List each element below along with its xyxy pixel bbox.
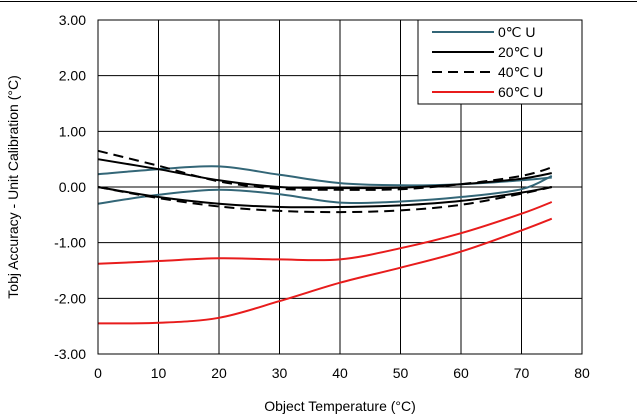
series-line-5 xyxy=(97,186,553,214)
legend: 0℃ U 20℃ U 40℃ U 60℃ U xyxy=(417,19,583,105)
y-tick-label: 2.00 xyxy=(59,68,86,84)
series-line-0 xyxy=(97,165,552,187)
legend-box xyxy=(417,19,583,105)
series-line-7 xyxy=(97,217,553,325)
series-line-1 xyxy=(97,174,553,205)
x-tick-label: 40 xyxy=(332,365,348,381)
y-tick-label: -3.00 xyxy=(54,346,86,362)
y-axis-label: Tobj Accuracy - Unit Calibration (°C) xyxy=(5,75,21,298)
y-axis-ticks: 3.00 2.00 1.00 0.00 -1.00 -2.00 -3.00 xyxy=(54,12,86,362)
legend-label: 60℃ U xyxy=(498,84,543,100)
x-tick-label: 10 xyxy=(151,365,167,381)
series-line-2 xyxy=(97,158,552,190)
y-tick-label: -2.00 xyxy=(54,290,86,306)
series-line-4 xyxy=(97,149,553,191)
x-axis-label: Object Temperature (°C) xyxy=(264,398,416,414)
x-tick-label: 70 xyxy=(514,365,530,381)
legend-label: 20℃ U xyxy=(498,44,543,60)
series-lines xyxy=(97,149,553,325)
x-axis-ticks: 0 10 20 30 40 50 60 70 80 xyxy=(94,365,590,381)
series-line-3 xyxy=(97,186,552,209)
y-tick-label: 0.00 xyxy=(59,179,86,195)
x-tick-label: 60 xyxy=(453,365,469,381)
y-tick-label: 1.00 xyxy=(59,123,86,139)
legend-label: 0℃ U xyxy=(498,24,536,40)
plot-area-border xyxy=(97,19,583,355)
x-tick-label: 80 xyxy=(574,365,590,381)
x-tick-label: 50 xyxy=(393,365,409,381)
y-tick-label: 3.00 xyxy=(59,12,86,28)
x-tick-label: 30 xyxy=(272,365,288,381)
series-line-6 xyxy=(97,201,553,265)
y-tick-label: -1.00 xyxy=(54,235,86,251)
x-tick-label: 0 xyxy=(94,365,102,381)
x-tick-label: 20 xyxy=(211,365,227,381)
legend-label: 40℃ U xyxy=(498,64,543,80)
